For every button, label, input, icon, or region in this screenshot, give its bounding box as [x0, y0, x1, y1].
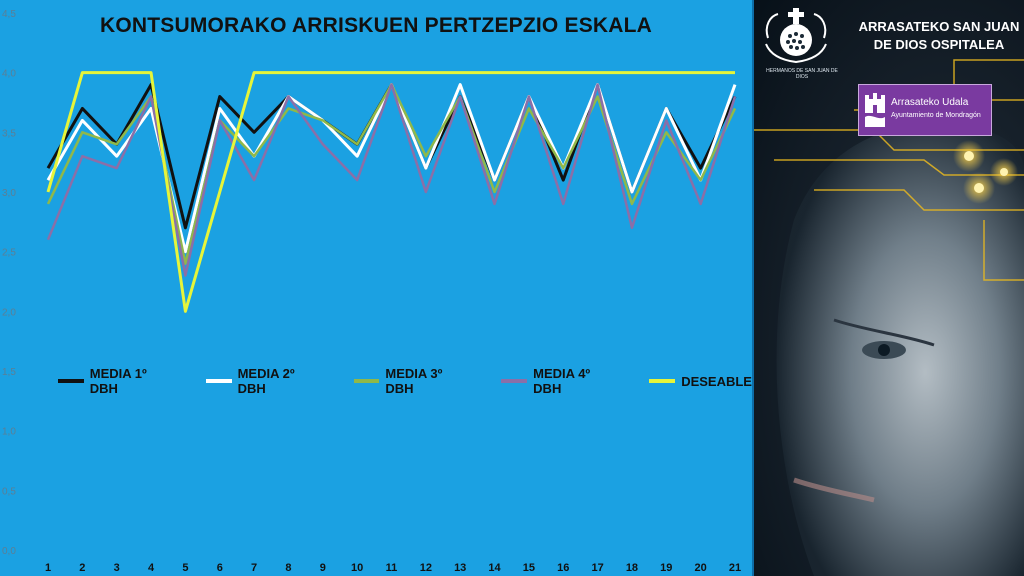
x-tick-label: 21 [729, 562, 741, 574]
x-tick-label: 8 [285, 562, 291, 574]
pomegranate-cross-icon [765, 8, 827, 64]
chart-title: KONTSUMORAKO ARRISKUEN PERTZEPZIO ESKALA [99, 14, 653, 37]
legend-entry: DESEABLE [649, 374, 752, 389]
legend-swatch [58, 379, 84, 383]
chart-legend: MEDIA 1º DBH MEDIA 2º DBH MEDIA 3º DBH MEDI… [58, 366, 752, 396]
y-tick-label: 4,5 [2, 9, 16, 20]
y-tick-label: 4,0 [2, 69, 16, 80]
y-tick-label: 0,0 [2, 546, 16, 557]
x-tick-label: 7 [251, 562, 257, 574]
castle-shield-icon [865, 93, 885, 127]
legend-entry: MEDIA 2º DBH [205, 366, 326, 396]
y-tick-label: 3,5 [2, 128, 16, 139]
legend-label: MEDIA 1º DBH [89, 366, 147, 396]
legend-swatch [649, 379, 676, 383]
y-tick-label: 3,0 [2, 188, 16, 199]
legend-label: MEDIA 3º DBH [385, 366, 443, 396]
y-tick-label: 1,5 [2, 367, 16, 378]
udala-subtitle: Ayuntamiento de Mondragón [891, 112, 981, 119]
x-tick-label: 14 [488, 562, 501, 574]
legend-swatch [205, 379, 232, 383]
x-tick-label: 16 [557, 562, 569, 574]
y-axis-labels: 0,0 0,5 1,0 1,5 2,0 2,5 3,0 3,5 4,0 4,5 [2, 9, 16, 557]
x-tick-label: 5 [182, 562, 188, 574]
x-tick-label: 2 [79, 562, 85, 574]
x-tick-label: 4 [148, 562, 155, 574]
x-tick-label: 17 [591, 562, 603, 574]
chart-panel: KONTSUMORAKO ARRISKUEN PERTZEPZIO ESKALA… [0, 0, 754, 576]
san-juan-de-dios-logo: HERMANOS DE SAN JUAN DE DIOS [760, 4, 838, 80]
circuit-face-background [754, 59, 1024, 576]
sidebar-panel: HERMANOS DE SAN JUAN DE DIOS ARRASATEKO … [754, 0, 1024, 576]
y-tick-label: 2,5 [2, 248, 16, 259]
legend-entry: MEDIA 1º DBH [58, 366, 178, 396]
legend-label: DESEABLE [681, 373, 752, 389]
series-line [46, 83, 737, 230]
x-axis-labels: 1 2 3 4 5 6 7 8 9 10 11 12 13 14 15 16 17 18 19 20 21 [45, 562, 741, 574]
hospital-name: ARRASATEKO SAN JUAN DE DIOS OSPITALEA [858, 19, 1020, 52]
x-tick-label: 12 [420, 562, 432, 574]
x-tick-label: 11 [386, 562, 398, 574]
y-tick-label: 1,0 [2, 427, 16, 438]
legend-swatch [353, 379, 380, 383]
x-tick-label: 6 [217, 562, 223, 574]
x-tick-label: 20 [695, 562, 707, 574]
udala-name: Arrasateko Udala [891, 97, 969, 108]
legend-entry: MEDIA 4º DBH [501, 366, 621, 396]
y-tick-label: 2,0 [2, 307, 16, 318]
legend-entry: MEDIA 3º DBH [353, 366, 474, 396]
x-tick-label: 10 [351, 562, 363, 574]
x-tick-label: 13 [454, 562, 466, 574]
x-tick-label: 3 [114, 562, 120, 574]
logo-caption: HERMANOS DE SAN JUAN DE DIOS [766, 68, 838, 80]
series-lines [46, 71, 737, 313]
x-tick-label: 18 [626, 562, 638, 574]
series-line [46, 71, 735, 313]
x-tick-label: 19 [660, 562, 672, 574]
x-tick-label: 9 [320, 562, 326, 574]
y-tick-label: 0,5 [2, 486, 16, 497]
arrasateko-udala-logo: Arrasateko Udala Ayuntamiento de Mondrag… [858, 84, 992, 136]
legend-label: MEDIA 2º DBH [237, 366, 295, 396]
x-tick-label: 15 [523, 562, 535, 574]
legend-label: MEDIA 4º DBH [533, 366, 591, 396]
legend-swatch [501, 379, 528, 383]
x-tick-label: 1 [45, 562, 51, 574]
